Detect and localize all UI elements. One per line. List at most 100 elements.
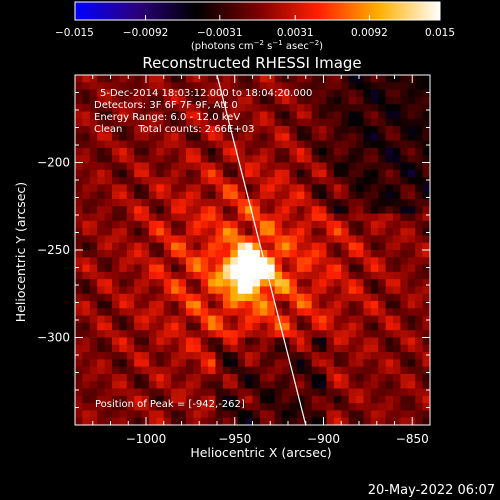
heatmap-cell <box>148 147 157 156</box>
heatmap-cell <box>171 198 179 207</box>
heatmap-cell <box>385 271 394 280</box>
heatmap-cell <box>415 169 424 178</box>
heatmap-cell <box>104 82 113 90</box>
heatmap-cell <box>200 82 209 90</box>
heatmap-cell <box>75 308 83 317</box>
heatmap-cell <box>326 330 335 338</box>
info-line: Clean Total counts: 2.66E+03 <box>94 124 254 135</box>
heatmap-cell <box>407 337 416 346</box>
heatmap-cell <box>333 322 342 331</box>
heatmap-cell <box>319 118 327 127</box>
heatmap-cell <box>348 89 357 98</box>
heatmap-cell <box>282 264 290 273</box>
heatmap-cell <box>363 198 372 207</box>
heatmap-cell <box>348 344 357 353</box>
heatmap-cell <box>326 264 335 273</box>
heatmap-cell <box>111 315 120 324</box>
heatmap-cell <box>378 308 387 317</box>
heatmap-cell <box>282 315 290 324</box>
heatmap-cell <box>185 410 194 419</box>
heatmap-cell <box>378 155 387 163</box>
heatmap-cell <box>148 242 157 251</box>
colorbar-tick-labels: −0.015 −0.0092 −0.0031 0.0031 0.0092 0.015 <box>55 27 455 39</box>
heatmap-cell <box>363 228 372 236</box>
heatmap-cell <box>126 352 135 360</box>
heatmap-cell <box>222 395 231 404</box>
heatmap-cell <box>363 388 372 397</box>
heatmap-cell <box>319 206 327 214</box>
heatmap-cell <box>126 147 135 156</box>
heatmap-cell <box>148 373 157 382</box>
heatmap-cell <box>348 126 357 134</box>
heatmap-cell <box>178 395 187 404</box>
heatmap-cell <box>385 388 394 397</box>
heatmap-cell <box>289 242 298 251</box>
heatmap-cell <box>296 96 305 105</box>
heatmap-cell <box>134 322 142 331</box>
heatmap-cell <box>82 184 91 193</box>
heatmap-cell <box>215 250 224 258</box>
heatmap-cell <box>422 242 430 251</box>
heatmap-cell <box>163 359 172 368</box>
heatmap-cell <box>348 82 357 90</box>
heatmap-cell <box>215 133 224 142</box>
heatmap-cell <box>230 198 239 207</box>
heatmap-cell <box>370 155 379 163</box>
heatmap-cell <box>185 250 194 258</box>
heatmap-cell <box>171 301 179 309</box>
heatmap-cell <box>119 315 128 324</box>
heatmap-cell <box>141 301 150 309</box>
heatmap-cell <box>363 133 372 142</box>
heatmap-cell <box>267 337 276 346</box>
heatmap-cell <box>304 206 313 214</box>
heatmap-cell <box>378 366 387 375</box>
heatmap-cell <box>119 373 128 382</box>
heatmap-cell <box>400 140 409 149</box>
heatmap-cell <box>296 352 305 360</box>
heatmap-cell <box>296 301 305 309</box>
heatmap-cell <box>215 410 224 419</box>
heatmap-cell <box>407 155 416 163</box>
heatmap-cell <box>274 352 283 360</box>
heatmap-cell <box>296 322 305 331</box>
heatmap-cell <box>237 315 246 324</box>
heatmap-cell <box>156 140 165 149</box>
heatmap-cell <box>415 301 424 309</box>
heatmap-cell <box>341 264 350 273</box>
heatmap-cell <box>422 111 430 120</box>
heatmap-cell <box>185 118 194 127</box>
heatmap-cell <box>333 206 342 214</box>
heatmap-cell <box>304 250 313 258</box>
heatmap-cell <box>348 388 357 397</box>
heatmap-cell <box>400 286 409 295</box>
heatmap-cell <box>75 228 83 236</box>
heatmap-cell <box>341 250 350 258</box>
heatmap-cell <box>326 257 335 265</box>
heatmap-cell <box>400 279 409 287</box>
heatmap-cell <box>89 257 98 265</box>
heatmap-cell <box>289 213 298 222</box>
heatmap-cell <box>178 213 187 222</box>
colorbar-tick-label: 0.0031 <box>277 27 314 39</box>
heatmap-cell <box>208 359 216 368</box>
heatmap-cell <box>119 286 128 295</box>
heatmap-cell <box>267 184 276 193</box>
heatmap-cell <box>274 344 283 353</box>
heatmap-cell <box>230 264 239 273</box>
heatmap-cell <box>378 417 387 425</box>
heatmap-cell <box>370 315 379 324</box>
heatmap-cell <box>267 315 276 324</box>
heatmap-cell <box>185 191 194 200</box>
heatmap-cell <box>111 366 120 375</box>
heatmap-cell <box>193 301 202 309</box>
heatmap-cell <box>252 140 261 149</box>
heatmap-cell <box>282 96 290 105</box>
heatmap-cell <box>178 250 187 258</box>
heatmap-cell <box>111 271 120 280</box>
heatmap-cell <box>148 366 157 375</box>
heatmap-cell <box>237 250 246 258</box>
heatmap-cell <box>156 82 165 90</box>
heatmap-cell <box>230 337 239 346</box>
heatmap-cell <box>111 111 120 120</box>
heatmap-cell <box>333 264 342 273</box>
